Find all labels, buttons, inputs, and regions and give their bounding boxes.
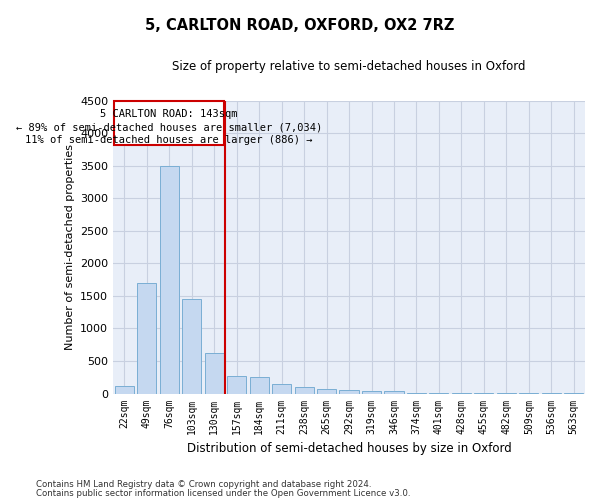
Bar [160,166,179,394]
Bar [340,390,359,394]
X-axis label: Distribution of semi-detached houses by size in Oxford: Distribution of semi-detached houses by … [187,442,511,455]
Bar [362,391,381,394]
Bar [407,392,426,394]
Bar [205,353,224,394]
Bar [295,387,314,394]
Text: 5 CARLTON ROAD: 143sqm: 5 CARLTON ROAD: 143sqm [100,109,238,119]
Bar [115,386,134,394]
Title: Size of property relative to semi-detached houses in Oxford: Size of property relative to semi-detach… [172,60,526,73]
Bar [272,384,291,394]
Text: ← 89% of semi-detached houses are smaller (7,034): ← 89% of semi-detached houses are smalle… [16,122,322,132]
Bar [227,376,246,394]
Bar [182,299,202,394]
Text: 11% of semi-detached houses are larger (886) →: 11% of semi-detached houses are larger (… [25,135,313,145]
Bar [385,392,404,394]
Bar [137,283,157,394]
Bar [317,388,336,394]
Bar [452,393,471,394]
Text: 5, CARLTON ROAD, OXFORD, OX2 7RZ: 5, CARLTON ROAD, OXFORD, OX2 7RZ [145,18,455,32]
Bar [430,393,448,394]
Text: Contains HM Land Registry data © Crown copyright and database right 2024.: Contains HM Land Registry data © Crown c… [36,480,371,489]
Y-axis label: Number of semi-detached properties: Number of semi-detached properties [65,144,74,350]
FancyBboxPatch shape [113,101,224,145]
Text: Contains public sector information licensed under the Open Government Licence v3: Contains public sector information licen… [36,488,410,498]
Bar [250,376,269,394]
